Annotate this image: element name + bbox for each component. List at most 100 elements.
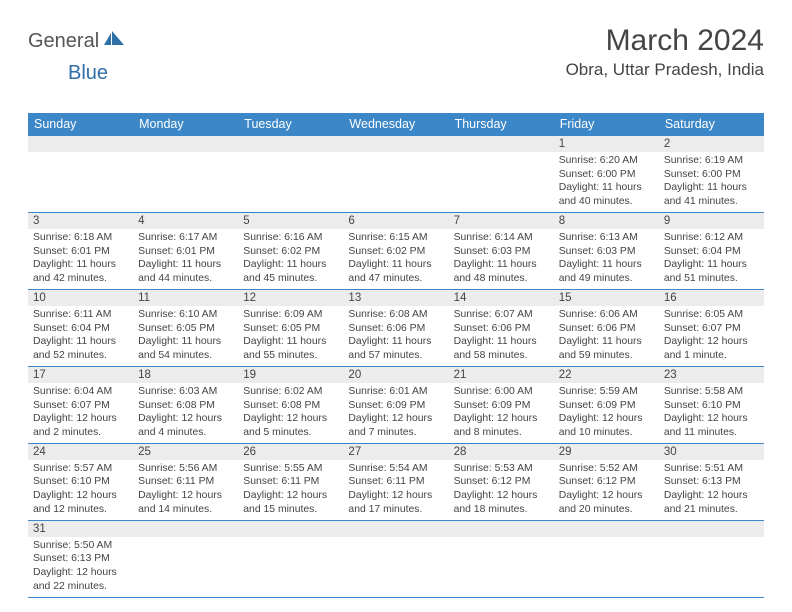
calendar-row: 31Sunrise: 5:50 AMSunset: 6:13 PMDayligh… — [28, 520, 764, 597]
day-cell: 17Sunrise: 6:04 AMSunset: 6:07 PMDayligh… — [28, 366, 133, 443]
calendar-row: 24Sunrise: 5:57 AMSunset: 6:10 PMDayligh… — [28, 443, 764, 520]
day-cell: 21Sunrise: 6:00 AMSunset: 6:09 PMDayligh… — [449, 366, 554, 443]
day-details: Sunrise: 6:00 AMSunset: 6:09 PMDaylight:… — [449, 383, 554, 443]
day-details: Sunrise: 6:01 AMSunset: 6:09 PMDaylight:… — [343, 383, 448, 443]
day-details: Sunrise: 6:04 AMSunset: 6:07 PMDaylight:… — [28, 383, 133, 443]
day-number: 19 — [238, 367, 343, 383]
day-details: Sunrise: 6:10 AMSunset: 6:05 PMDaylight:… — [133, 306, 238, 366]
day-number: 28 — [449, 444, 554, 460]
day-number — [133, 136, 238, 152]
logo: General — [28, 24, 128, 53]
day-number: 31 — [28, 521, 133, 537]
day-details: Sunrise: 6:11 AMSunset: 6:04 PMDaylight:… — [28, 306, 133, 366]
day-number: 21 — [449, 367, 554, 383]
empty-cell — [449, 520, 554, 597]
day-number: 12 — [238, 290, 343, 306]
calendar-row: 10Sunrise: 6:11 AMSunset: 6:04 PMDayligh… — [28, 289, 764, 366]
day-details: Sunrise: 5:53 AMSunset: 6:12 PMDaylight:… — [449, 460, 554, 520]
day-number: 1 — [554, 136, 659, 152]
day-details: Sunrise: 5:58 AMSunset: 6:10 PMDaylight:… — [659, 383, 764, 443]
empty-cell — [343, 136, 448, 213]
day-number — [238, 136, 343, 152]
day-cell: 3Sunrise: 6:18 AMSunset: 6:01 PMDaylight… — [28, 212, 133, 289]
day-cell: 13Sunrise: 6:08 AMSunset: 6:06 PMDayligh… — [343, 289, 448, 366]
day-cell: 16Sunrise: 6:05 AMSunset: 6:07 PMDayligh… — [659, 289, 764, 366]
day-cell: 2Sunrise: 6:19 AMSunset: 6:00 PMDaylight… — [659, 136, 764, 213]
day-number: 27 — [343, 444, 448, 460]
day-number: 29 — [554, 444, 659, 460]
day-cell: 25Sunrise: 5:56 AMSunset: 6:11 PMDayligh… — [133, 443, 238, 520]
day-number: 22 — [554, 367, 659, 383]
day-cell: 4Sunrise: 6:17 AMSunset: 6:01 PMDaylight… — [133, 212, 238, 289]
day-details: Sunrise: 6:05 AMSunset: 6:07 PMDaylight:… — [659, 306, 764, 366]
weekday-header: Tuesday — [238, 113, 343, 136]
day-details: Sunrise: 5:55 AMSunset: 6:11 PMDaylight:… — [238, 460, 343, 520]
day-details: Sunrise: 6:02 AMSunset: 6:08 PMDaylight:… — [238, 383, 343, 443]
day-details: Sunrise: 6:03 AMSunset: 6:08 PMDaylight:… — [133, 383, 238, 443]
day-number: 23 — [659, 367, 764, 383]
day-number: 18 — [133, 367, 238, 383]
empty-cell — [238, 520, 343, 597]
day-number: 14 — [449, 290, 554, 306]
day-number: 20 — [343, 367, 448, 383]
logo-text-dark: General — [28, 30, 99, 53]
weekday-header: Wednesday — [343, 113, 448, 136]
calendar-body: 1Sunrise: 6:20 AMSunset: 6:00 PMDaylight… — [28, 136, 764, 598]
calendar-row: 3Sunrise: 6:18 AMSunset: 6:01 PMDaylight… — [28, 212, 764, 289]
day-number: 9 — [659, 213, 764, 229]
day-details: Sunrise: 6:16 AMSunset: 6:02 PMDaylight:… — [238, 229, 343, 289]
calendar-row: 17Sunrise: 6:04 AMSunset: 6:07 PMDayligh… — [28, 366, 764, 443]
day-details: Sunrise: 6:12 AMSunset: 6:04 PMDaylight:… — [659, 229, 764, 289]
day-cell: 7Sunrise: 6:14 AMSunset: 6:03 PMDaylight… — [449, 212, 554, 289]
day-number: 13 — [343, 290, 448, 306]
day-cell: 22Sunrise: 5:59 AMSunset: 6:09 PMDayligh… — [554, 366, 659, 443]
day-number — [133, 521, 238, 537]
day-number: 10 — [28, 290, 133, 306]
day-number: 24 — [28, 444, 133, 460]
day-number: 26 — [238, 444, 343, 460]
day-cell: 24Sunrise: 5:57 AMSunset: 6:10 PMDayligh… — [28, 443, 133, 520]
weekday-header-row: SundayMondayTuesdayWednesdayThursdayFrid… — [28, 113, 764, 136]
day-details: Sunrise: 6:18 AMSunset: 6:01 PMDaylight:… — [28, 229, 133, 289]
weekday-header: Monday — [133, 113, 238, 136]
day-number: 6 — [343, 213, 448, 229]
day-cell: 28Sunrise: 5:53 AMSunset: 6:12 PMDayligh… — [449, 443, 554, 520]
day-number: 11 — [133, 290, 238, 306]
day-number: 2 — [659, 136, 764, 152]
weekday-header: Sunday — [28, 113, 133, 136]
day-details: Sunrise: 6:20 AMSunset: 6:00 PMDaylight:… — [554, 152, 659, 212]
day-cell: 9Sunrise: 6:12 AMSunset: 6:04 PMDaylight… — [659, 212, 764, 289]
day-details: Sunrise: 6:07 AMSunset: 6:06 PMDaylight:… — [449, 306, 554, 366]
day-details: Sunrise: 5:59 AMSunset: 6:09 PMDaylight:… — [554, 383, 659, 443]
day-number — [238, 521, 343, 537]
day-cell: 19Sunrise: 6:02 AMSunset: 6:08 PMDayligh… — [238, 366, 343, 443]
day-details: Sunrise: 6:17 AMSunset: 6:01 PMDaylight:… — [133, 229, 238, 289]
day-number: 3 — [28, 213, 133, 229]
day-number: 4 — [133, 213, 238, 229]
day-details: Sunrise: 6:13 AMSunset: 6:03 PMDaylight:… — [554, 229, 659, 289]
empty-cell — [343, 520, 448, 597]
day-number: 8 — [554, 213, 659, 229]
calendar-table: SundayMondayTuesdayWednesdayThursdayFrid… — [28, 113, 764, 598]
empty-cell — [133, 520, 238, 597]
day-number — [343, 136, 448, 152]
day-details: Sunrise: 5:56 AMSunset: 6:11 PMDaylight:… — [133, 460, 238, 520]
day-cell: 14Sunrise: 6:07 AMSunset: 6:06 PMDayligh… — [449, 289, 554, 366]
day-number: 16 — [659, 290, 764, 306]
day-number: 30 — [659, 444, 764, 460]
day-cell: 26Sunrise: 5:55 AMSunset: 6:11 PMDayligh… — [238, 443, 343, 520]
day-details: Sunrise: 5:50 AMSunset: 6:13 PMDaylight:… — [28, 537, 133, 597]
day-cell: 6Sunrise: 6:15 AMSunset: 6:02 PMDaylight… — [343, 212, 448, 289]
day-cell: 12Sunrise: 6:09 AMSunset: 6:05 PMDayligh… — [238, 289, 343, 366]
day-cell: 29Sunrise: 5:52 AMSunset: 6:12 PMDayligh… — [554, 443, 659, 520]
empty-cell — [449, 136, 554, 213]
weekday-header: Thursday — [449, 113, 554, 136]
flag-icon — [104, 31, 126, 52]
day-cell: 30Sunrise: 5:51 AMSunset: 6:13 PMDayligh… — [659, 443, 764, 520]
empty-cell — [554, 520, 659, 597]
day-number: 5 — [238, 213, 343, 229]
day-details: Sunrise: 6:19 AMSunset: 6:00 PMDaylight:… — [659, 152, 764, 212]
day-details: Sunrise: 5:52 AMSunset: 6:12 PMDaylight:… — [554, 460, 659, 520]
logo-text-blue: Blue — [68, 62, 108, 84]
day-cell: 31Sunrise: 5:50 AMSunset: 6:13 PMDayligh… — [28, 520, 133, 597]
